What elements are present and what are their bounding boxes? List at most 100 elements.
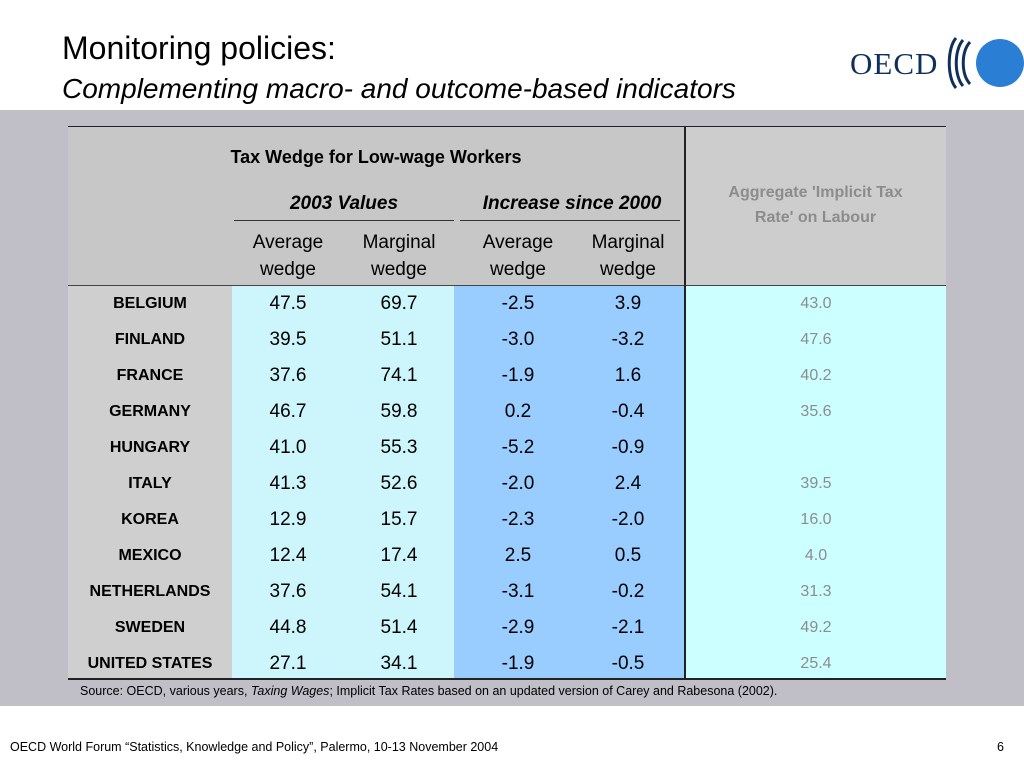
slide-subtitle: Complementing macro- and outcome-based i… (62, 73, 736, 104)
group-header-increase: Increase since 2000 (482, 193, 662, 214)
country-cell: NETHERLANDS (89, 583, 211, 600)
table-row: UNITED STATES 27.1 34.1 -1.9 -0.5 25.4 (68, 646, 946, 682)
col-header-line: Average (482, 232, 554, 253)
aggregate-rate-cell: 39.5 (800, 475, 832, 492)
marginal-wedge-2003-cell: 51.1 (380, 329, 418, 350)
avg-wedge-increase-cell: -3.0 (501, 329, 535, 350)
table-row: BELGIUM 47.5 69.7 -2.5 3.9 43.0 (68, 286, 946, 322)
aggregate-header-line: Aggregate 'Implicit Tax (728, 184, 903, 201)
marginal-wedge-increase-cell: -0.5 (611, 653, 645, 674)
oecd-logo: OECD (846, 36, 1024, 90)
marginal-wedge-increase-cell: -0.4 (611, 401, 645, 422)
avg-wedge-increase-cell: 2.5 (504, 545, 532, 566)
col-header-line: wedge (371, 259, 427, 280)
table-row: MEXICO 12.4 17.4 2.5 0.5 4.0 (68, 538, 946, 574)
col-header-line: Marginal (591, 232, 665, 253)
avg-wedge-increase-cell: -5.2 (501, 437, 535, 458)
table-row: NETHERLANDS 37.6 54.1 -3.1 -0.2 31.3 (68, 574, 946, 610)
aggregate-rate-cell (686, 430, 946, 466)
marginal-wedge-2003-cell: 15.7 (380, 509, 418, 530)
avg-wedge-2003-cell: 12.4 (269, 545, 307, 566)
country-cell: SWEDEN (114, 619, 186, 636)
country-cell: UNITED STATES (87, 655, 213, 672)
source-note: Source: OECD, various years, Taxing Wage… (80, 684, 777, 698)
col-header-marg-increase: Marginal wedge (573, 229, 683, 283)
avg-wedge-2003-cell: 37.6 (269, 581, 307, 602)
col-header-line: Average (252, 232, 324, 253)
source-suffix: ; Implicit Tax Rates based on an updated… (329, 684, 778, 698)
tax-wedge-table: Tax Wedge for Low-wage Workers 2003 Valu… (68, 126, 946, 698)
avg-wedge-2003-cell: 47.5 (269, 293, 307, 314)
aggregate-rate-cell: 16.0 (800, 511, 832, 528)
table-main-header: Tax Wedge for Low-wage Workers (230, 147, 522, 167)
marginal-wedge-increase-cell: 2.4 (614, 473, 642, 494)
aggregate-rate-cell: 47.6 (800, 331, 832, 348)
avg-wedge-2003-cell: 41.0 (269, 437, 307, 458)
table-top-rule (68, 126, 946, 127)
vertical-divider (684, 126, 686, 680)
marginal-wedge-increase-cell: 3.9 (614, 293, 642, 314)
marginal-wedge-2003-cell: 69.7 (380, 293, 418, 314)
col-header-line: wedge (490, 259, 546, 280)
marginal-wedge-2003-cell: 59.8 (380, 401, 418, 422)
aggregate-rate-cell: 31.3 (800, 583, 832, 600)
avg-wedge-increase-cell: -1.9 (501, 365, 535, 386)
table-row: SWEDEN 44.8 51.4 -2.9 -2.1 49.2 (68, 610, 946, 646)
country-cell: BELGIUM (113, 295, 187, 312)
col-header-line: Marginal (362, 232, 436, 253)
avg-wedge-2003-cell: 41.3 (269, 473, 307, 494)
country-cell: KOREA (121, 511, 179, 528)
oecd-logo-mark-icon (947, 36, 1024, 90)
avg-wedge-increase-cell: -2.0 (501, 473, 535, 494)
avg-wedge-increase-cell: -2.9 (501, 617, 535, 638)
avg-wedge-increase-cell: -2.5 (501, 293, 535, 314)
marginal-wedge-increase-cell: -0.2 (611, 581, 645, 602)
source-italic: Taxing Wages (250, 684, 330, 698)
logo-text: OECD (850, 46, 939, 81)
marginal-wedge-2003-cell: 54.1 (380, 581, 418, 602)
marginal-wedge-increase-cell: -3.2 (611, 329, 645, 350)
increase-column-bg (454, 286, 684, 678)
table-row: KOREA 12.9 15.7 -2.3 -2.0 16.0 (68, 502, 946, 538)
marginal-wedge-2003-cell: 55.3 (380, 437, 418, 458)
country-cell: MEXICO (118, 547, 182, 564)
country-cell: HUNGARY (109, 439, 191, 456)
avg-wedge-2003-cell: 12.9 (269, 509, 307, 530)
aggregate-rate-cell: 4.0 (804, 547, 828, 564)
col-header-line: wedge (260, 259, 316, 280)
table-row: GERMANY 46.7 59.8 0.2 -0.4 35.6 (68, 394, 946, 430)
source-prefix: Source: OECD, various years, (80, 684, 251, 698)
avg-wedge-2003-cell: 39.5 (269, 329, 307, 350)
aggregate-rate-cell: 35.6 (800, 403, 832, 420)
country-cell: ITALY (128, 475, 172, 492)
col-header-avg-2003: Average wedge (233, 229, 343, 283)
table-row: ITALY 41.3 52.6 -2.0 2.4 39.5 (68, 466, 946, 502)
marginal-wedge-increase-cell: 1.6 (614, 365, 642, 386)
aggregate-header-line: Rate' on Labour (754, 209, 877, 226)
avg-wedge-increase-cell: -1.9 (501, 653, 535, 674)
header-rule (68, 285, 946, 286)
country-cell: GERMANY (109, 403, 191, 420)
avg-wedge-increase-cell: -3.1 (501, 581, 535, 602)
aggregate-header: Aggregate 'Implicit Tax Rate' on Labour (685, 180, 946, 230)
col-header-marg-2003: Marginal wedge (344, 229, 454, 283)
avg-wedge-2003-cell: 46.7 (269, 401, 307, 422)
aggregate-rate-cell: 25.4 (800, 655, 832, 672)
marginal-wedge-2003-cell: 34.1 (380, 653, 418, 674)
country-cell: FRANCE (116, 367, 184, 384)
aggregate-header-bg (685, 126, 946, 285)
aggregate-rate-cell: 49.2 (800, 619, 832, 636)
marginal-wedge-increase-cell: 0.5 (614, 545, 642, 566)
marginal-wedge-2003-cell: 17.4 (380, 545, 418, 566)
slide-title: Monitoring policies: (62, 30, 336, 66)
marginal-wedge-2003-cell: 52.6 (380, 473, 418, 494)
page-number: 6 (997, 740, 1004, 754)
avg-wedge-2003-cell: 27.1 (269, 653, 307, 674)
aggregate-rate-cell: 40.2 (800, 367, 832, 384)
marginal-wedge-2003-cell: 51.4 (380, 617, 418, 638)
group-header-2003: 2003 Values (289, 193, 399, 214)
table-bottom-rule (68, 678, 946, 680)
marginal-wedge-increase-cell: -2.1 (611, 617, 645, 638)
country-cell: FINLAND (114, 331, 186, 348)
avg-wedge-increase-cell: 0.2 (504, 401, 532, 422)
